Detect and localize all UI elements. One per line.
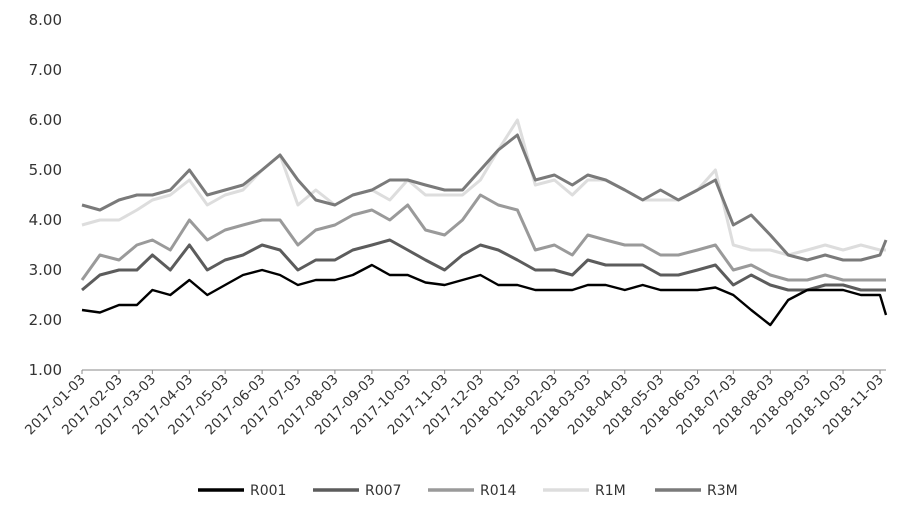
- series-line-r001: [81, 263, 888, 327]
- y-tick-label: 1.00: [29, 361, 62, 379]
- series-lines: [80, 118, 888, 327]
- legend-label-r3m: R3M: [707, 483, 738, 499]
- series-line-r3m: [81, 133, 888, 262]
- y-tick-label: 6.00: [29, 111, 62, 129]
- legend-label-r1m: R1M: [595, 483, 626, 499]
- y-tick-label: 3.00: [29, 261, 62, 279]
- legend: R001 R007 R014 R1M R3M: [198, 483, 738, 499]
- y-tick-label: 8.00: [29, 11, 62, 29]
- series-line-r007: [81, 238, 886, 292]
- legend-label-r014: R014: [480, 483, 517, 499]
- y-axis: 1.00 2.00 3.00 4.00 5.00 6.00 7.00 8.00: [29, 11, 62, 379]
- y-tick-label: 5.00: [29, 161, 62, 179]
- x-axis: 2017-01-032017-02-032017-03-032017-04-03…: [22, 369, 887, 438]
- legend-label-r001: R001: [250, 483, 286, 499]
- legend-label-r007: R007: [365, 483, 401, 499]
- series-line-r1m: [81, 118, 886, 257]
- y-tick-label: 4.00: [29, 211, 62, 229]
- y-tick-label: 2.00: [29, 311, 62, 329]
- series-line-r014: [80, 193, 886, 282]
- y-tick-label: 7.00: [29, 61, 62, 79]
